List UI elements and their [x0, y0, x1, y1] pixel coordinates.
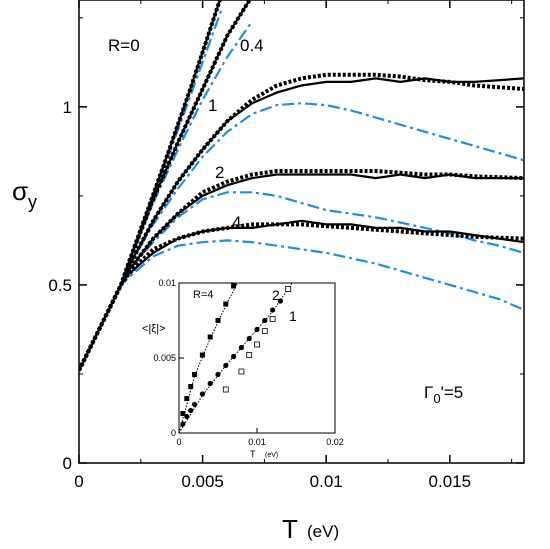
- inset-filled-circle: [199, 391, 205, 397]
- series-dashdot-r4: [79, 239, 524, 371]
- inset-y-axis-title: <|ξ|>: [142, 323, 166, 335]
- gamma-annotation-base: Γ: [424, 383, 433, 402]
- curve-label-r4: 4: [232, 213, 241, 232]
- inset-filled-circle: [192, 401, 198, 408]
- inset-filled-square: [199, 352, 205, 358]
- curve-label-r1: 1: [208, 96, 217, 115]
- inset-open-square: [246, 352, 253, 358]
- inset-open-square: [261, 328, 268, 334]
- inset-curve-label-1: 1: [289, 308, 297, 324]
- series-dashdot-r2: [79, 191, 524, 371]
- inset-filled-circle: [270, 307, 276, 313]
- y-axis-title: σy: [12, 176, 37, 212]
- inset-fit-line: [179, 283, 293, 433]
- inset-filled-circle: [262, 317, 268, 324]
- inset-open-square: [238, 368, 245, 375]
- inset-filled-circle: [223, 362, 229, 369]
- inset-y-tick-label: 0: [171, 428, 176, 438]
- inset-x-tick-label: 0: [176, 437, 181, 447]
- inset-filled-circle: [277, 298, 283, 304]
- x-axis-unit: (eV): [307, 522, 339, 541]
- inset-filled-circle: [246, 335, 252, 342]
- inset-y-tick-label: 0.01: [158, 278, 176, 288]
- inset-filled-circle: [207, 380, 213, 387]
- y-axis-title-sub: y: [28, 192, 37, 212]
- inset-title: R=4: [193, 289, 214, 301]
- curve-label-r04: 0.4: [240, 36, 264, 55]
- inset-x-tick-label: 0.02: [326, 437, 344, 447]
- y-tick-label: 0: [63, 454, 72, 473]
- x-tick-label: 0: [74, 472, 83, 491]
- inset-x-tick-label: 0.01: [248, 437, 266, 447]
- inset-axes: 0 0.01 0.02 0 0.005 0.01: [153, 278, 343, 447]
- inset-content: [179, 283, 293, 433]
- inset-filled-circle: [254, 326, 260, 333]
- inset-open-square: [222, 386, 229, 393]
- inset-filled-square: [215, 318, 221, 323]
- y-axis-title-base: σ: [12, 176, 28, 206]
- inset-filled-square: [188, 384, 194, 389]
- inset-filled-square: [223, 301, 229, 307]
- inset-filled-circle: [215, 371, 221, 378]
- main-plot-frame: [78, 0, 525, 464]
- series-dashdot-r1: [79, 102, 524, 371]
- series-dotted-r04: [79, 0, 252, 372]
- inset-filled-circle: [184, 413, 190, 420]
- curve-label-r0: R=0: [108, 36, 140, 55]
- x-tick-label: 0.005: [181, 472, 224, 491]
- inset-filled-square: [192, 372, 198, 377]
- inset-x-axis-unit: (eV): [265, 452, 278, 459]
- inset-filled-circle: [188, 407, 194, 414]
- inset-filled-circle: [180, 421, 186, 427]
- series-dotted-r2: [79, 169, 524, 372]
- inset-filled-square: [231, 283, 237, 289]
- curve-label-r2: 2: [215, 163, 224, 182]
- y-tick-label: 0.5: [48, 276, 72, 295]
- inset-open-square: [285, 286, 292, 292]
- series-dotted-r4: [79, 222, 524, 372]
- inset-y-tick-label: 0.005: [153, 353, 176, 363]
- inset-filled-square: [184, 396, 190, 401]
- main-curves: [79, 0, 524, 372]
- inset-filled-square: [180, 411, 186, 416]
- inset-filled-circle: [231, 353, 237, 360]
- inset-open-square: [269, 316, 276, 322]
- inset-open-square: [254, 341, 260, 348]
- gamma-annotation: Γ0'=5: [424, 383, 463, 406]
- gamma-annotation-sub: 0: [433, 391, 440, 406]
- inset-curve-label-2: 2: [272, 287, 280, 303]
- series-solid-r4: [79, 219, 524, 371]
- inset-plot-frame: [178, 282, 336, 434]
- x-tick-label: 0.015: [429, 472, 472, 491]
- x-axis-title: T: [282, 514, 298, 544]
- y-tick-label: 1: [63, 98, 72, 117]
- gamma-annotation-rest: '=5: [441, 383, 464, 402]
- inset-filled-circle: [238, 344, 244, 351]
- inset-x-axis-title: T: [250, 449, 256, 459]
- series-dotted-r1: [79, 72, 524, 372]
- main-axes: 0 0.005 0.01 0.015 0 0.5 1: [48, 0, 524, 491]
- x-tick-label: 0.01: [310, 472, 343, 491]
- inset-filled-square: [207, 334, 213, 340]
